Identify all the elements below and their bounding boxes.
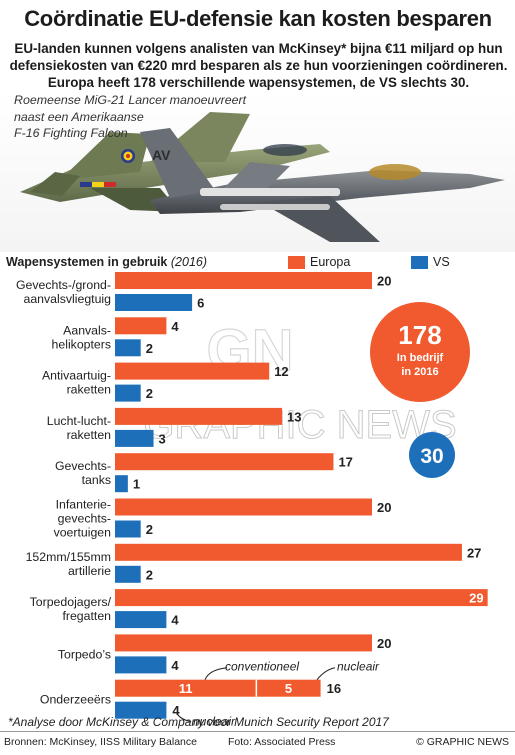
annotation-nuclear-us: nucleair [193, 715, 236, 729]
bar-europe [115, 362, 270, 380]
category-label: Gevechts- [55, 459, 111, 473]
bar-europe [115, 317, 167, 335]
category-label: Torpedojagers/ [30, 595, 112, 609]
caption-line: F-16 Fighting Falcon [14, 126, 128, 140]
f16-jet: AV [140, 128, 505, 242]
jets-illustration: AV [0, 92, 515, 252]
subtitle-line: defensiekosten van €220 mrd besparen als… [9, 58, 508, 73]
bar-us [115, 565, 141, 583]
category-label: raketten [67, 428, 112, 442]
data-label-europe: 12 [274, 364, 288, 379]
data-label-europe: 20 [377, 636, 391, 651]
category-label: Antivaartuig- [42, 369, 111, 383]
data-label-us: 6 [197, 296, 204, 311]
subtitle-line: EU-landen kunnen volgens analisten van M… [14, 41, 503, 56]
tail-code: AV [152, 147, 171, 163]
page-title: Coördinatie EU-defensie kan kosten bespa… [24, 6, 492, 31]
category-label: tanks [82, 473, 111, 487]
category-label: Onderzeeërs [40, 693, 111, 707]
chart-title: Wapensystemen in gebruik (2016) [6, 255, 207, 269]
bar-us [115, 701, 167, 719]
jets-photo: AV [0, 92, 515, 252]
bar-europe [115, 272, 372, 289]
category-label: Aanvals- [63, 323, 111, 337]
bar-us [115, 611, 167, 629]
annotation-nuclear-europe: nucleair [337, 660, 380, 674]
data-label-europe: 29 [469, 591, 483, 606]
category-label: helikopters [52, 337, 111, 351]
total-europe-note: in 2016 [401, 366, 438, 378]
legend-label-us: VS [433, 255, 450, 269]
data-label-europe-nuclear: 5 [285, 681, 292, 696]
total-europe-note: In bedrijf [397, 352, 444, 364]
data-label-europe-conventional: 11 [179, 681, 193, 696]
data-label-europe: 20 [377, 500, 391, 515]
total-europe-value: 178 [398, 320, 441, 350]
category-label: aanvalsvliegtuig [23, 292, 111, 306]
legend-swatch-europe [288, 256, 305, 269]
legend-label-europe: Europa [310, 255, 351, 269]
bar-us [115, 339, 141, 357]
bar-europe [115, 679, 321, 697]
category-label: Lucht-lucht- [47, 414, 111, 428]
total-us-circle [409, 432, 455, 478]
category-label: artillerie [68, 564, 111, 578]
caption-line: naast een Amerikaanse [14, 109, 144, 124]
brand-credit: © GRAPHIC NEWS [416, 736, 509, 748]
annotation-arrow [316, 667, 336, 681]
annotation-conventional: conventioneel [225, 660, 299, 674]
total-europe-circle [370, 302, 470, 402]
bar-europe [115, 407, 283, 425]
total-us-value: 30 [420, 445, 443, 468]
data-label-us: 2 [146, 522, 153, 537]
sources: Bronnen: McKinsey, IISS Military Balance [4, 736, 197, 748]
annotation-arrow [176, 713, 192, 723]
subtitle-line: Europa heeft 178 verschillende wapensyst… [47, 75, 470, 90]
category-label: Torpedo’s [58, 647, 111, 661]
category-label: fregatten [62, 609, 111, 623]
category-label: raketten [67, 383, 112, 397]
data-label-us: 3 [159, 431, 166, 446]
data-label-us: 4 [171, 613, 179, 628]
bar-us [115, 294, 193, 311]
data-label-europe: 27 [467, 545, 481, 560]
bar-europe [115, 589, 488, 607]
footnote: *Analyse door McKinsey & Company voor Mu… [8, 715, 389, 729]
category-label: voertuigen [54, 526, 112, 540]
bar-europe [115, 634, 372, 652]
data-label-us: 2 [146, 341, 153, 356]
bar-us [115, 429, 154, 447]
category-label: Infanterie- [56, 498, 111, 512]
bar-europe [115, 453, 334, 471]
data-label-europe: 16 [327, 681, 341, 696]
bar-europe [115, 498, 372, 516]
annotation-arrow [204, 667, 228, 680]
bottom-divider [0, 731, 515, 732]
subtitle: EU-landen kunnen volgens analisten van M… [6, 40, 511, 91]
chart-title-text: Wapensystemen in gebruik [6, 255, 168, 269]
chart-title-year: (2016) [170, 255, 208, 269]
bar-europe [115, 543, 462, 561]
category-label: Gevechts-/grond- [16, 278, 111, 292]
data-label-us: 2 [146, 567, 153, 582]
bar-us [115, 384, 141, 402]
bar-us [115, 475, 128, 493]
category-label: 152mm/155mm [26, 550, 111, 564]
category-label: gevechts- [58, 512, 111, 526]
bar-us [115, 520, 141, 538]
photo-caption: Roemeense MiG-21 Lancer manoeuvreert naa… [14, 92, 246, 142]
data-label-us: 1 [133, 477, 140, 492]
bar-us [115, 656, 167, 674]
data-label-europe: 17 [338, 455, 352, 470]
photo-credit: Foto: Associated Press [228, 736, 336, 748]
data-label-europe: 4 [171, 319, 179, 334]
legend-swatch-us [411, 256, 428, 269]
data-label-us: 4 [171, 658, 179, 673]
data-label-europe: 13 [287, 409, 301, 424]
caption-line: Roemeense MiG-21 Lancer manoeuvreert [14, 93, 247, 107]
data-label-us: 2 [146, 386, 153, 401]
data-label-europe: 20 [377, 274, 391, 289]
data-label-us: 4 [172, 703, 180, 718]
